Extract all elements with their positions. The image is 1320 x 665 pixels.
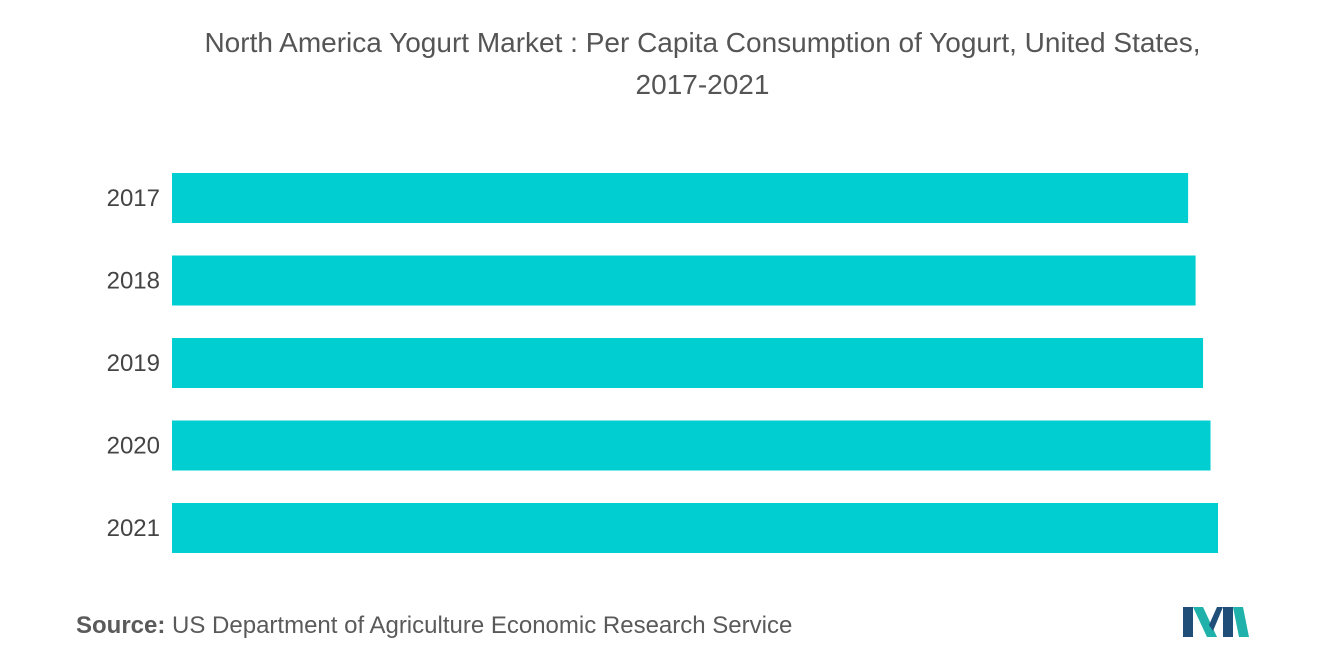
bar-chart: 2017 2018 2019 2020 2021: [107, 173, 1218, 553]
category-label-2019: 2019: [107, 350, 160, 377]
bar-2017: [172, 173, 1189, 223]
category-label-2021: 2021: [107, 515, 160, 542]
mordor-intelligence-logo-icon: [1183, 607, 1249, 637]
chart-title-line-2: 2017-2021: [635, 69, 770, 100]
category-label-2020: 2020: [107, 433, 160, 460]
source-note: Source: US Department of Agriculture Eco…: [76, 612, 792, 640]
chart-title-line-1: North America Yogurt Market : Per Capita…: [204, 27, 1201, 58]
category-label-2017: 2017: [107, 185, 160, 212]
chart-title: North America Yogurt Market : Per Capita…: [60, 22, 1320, 106]
source-label: Source:: [76, 612, 166, 639]
bar-2019: [172, 338, 1204, 388]
category-label-2018: 2018: [107, 268, 160, 295]
bar-2021: [172, 503, 1218, 553]
bar-2020: [172, 420, 1211, 471]
bar-2018: [172, 255, 1196, 306]
source-text: US Department of Agriculture Economic Re…: [172, 612, 793, 639]
